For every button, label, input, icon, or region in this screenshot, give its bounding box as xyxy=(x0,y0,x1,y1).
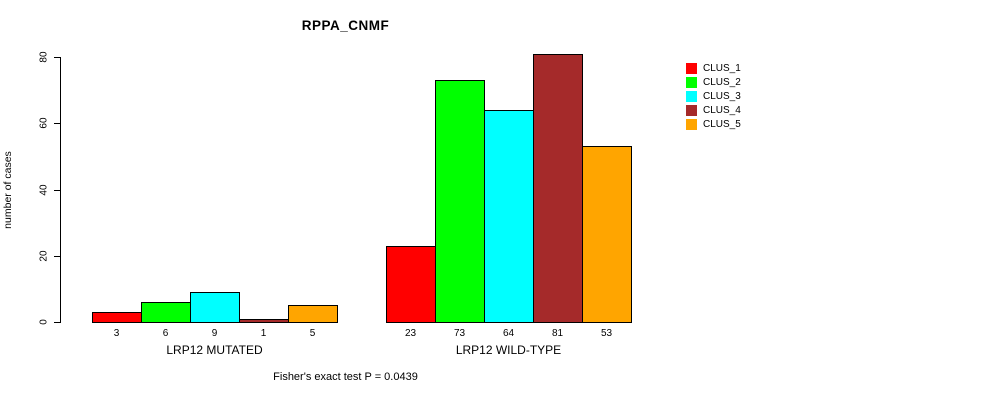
bar-value-label: 5 xyxy=(309,328,316,339)
bar xyxy=(141,302,191,323)
group-label: LRP12 WILD-TYPE xyxy=(455,343,562,357)
y-axis-tick xyxy=(54,322,60,323)
legend-label: CLUS_2 xyxy=(703,76,741,88)
legend-row: CLUS_1 xyxy=(686,61,741,75)
bar-value-label: 1 xyxy=(260,328,267,339)
legend-swatch xyxy=(686,118,697,130)
y-axis-tick xyxy=(54,256,60,257)
legend-label: CLUS_1 xyxy=(703,62,741,74)
y-axis-line xyxy=(60,57,61,323)
y-axis-tick xyxy=(54,123,60,124)
bar-value-label: 3 xyxy=(113,328,120,339)
legend-swatch xyxy=(686,90,697,102)
bar xyxy=(190,292,240,323)
legend-swatch xyxy=(686,104,697,116)
bar xyxy=(92,312,142,323)
y-axis-tick xyxy=(54,57,60,58)
y-axis-label: number of cases xyxy=(2,151,14,229)
bar-value-label: 9 xyxy=(211,328,218,339)
legend-swatch xyxy=(686,62,697,74)
bar xyxy=(386,246,436,323)
bar-value-label: 81 xyxy=(551,328,564,339)
legend-swatch xyxy=(686,76,697,88)
y-axis-tick-label: 0 xyxy=(38,319,50,325)
legend-label: CLUS_5 xyxy=(703,118,741,130)
legend-row: CLUS_4 xyxy=(686,103,741,117)
y-axis-tick-label: 40 xyxy=(38,184,50,196)
y-axis-tick xyxy=(54,190,60,191)
y-axis-tick-label: 60 xyxy=(38,117,50,129)
bar xyxy=(484,110,534,323)
bar-value-label: 6 xyxy=(162,328,169,339)
chart-title: RPPA_CNMF xyxy=(301,18,390,33)
y-axis-tick-label: 80 xyxy=(38,51,50,63)
bar xyxy=(239,319,289,323)
annotation-text: Fisher's exact test P = 0.0439 xyxy=(273,371,418,383)
legend-row: CLUS_2 xyxy=(686,75,741,89)
bar xyxy=(582,146,632,323)
legend-row: CLUS_5 xyxy=(686,117,741,131)
bar xyxy=(435,80,485,323)
legend-row: CLUS_3 xyxy=(686,89,741,103)
bar-value-label: 64 xyxy=(502,328,515,339)
bar-value-label: 53 xyxy=(600,328,613,339)
bar xyxy=(288,305,338,323)
legend-label: CLUS_4 xyxy=(703,104,741,116)
bar xyxy=(533,54,583,323)
y-axis-tick-label: 20 xyxy=(38,250,50,262)
bar-value-label: 23 xyxy=(404,328,417,339)
group-label: LRP12 MUTATED xyxy=(166,343,263,357)
bar-value-label: 73 xyxy=(453,328,466,339)
legend-label: CLUS_3 xyxy=(703,90,741,102)
